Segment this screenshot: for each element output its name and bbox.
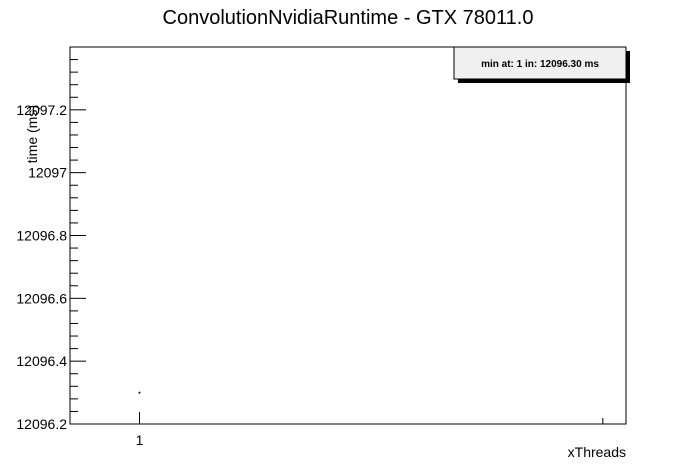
x-axis-ticks	[139, 412, 604, 424]
x-tick-label: 1	[136, 432, 144, 448]
plot-frame	[69, 46, 627, 425]
data-points	[138, 391, 141, 394]
y-axis-labels: 12096.2 12096.4 12096.6 12096.8 12097 12097.2	[16, 102, 67, 432]
chart-title: ConvolutionNvidiaRuntime - GTX 78011.0	[163, 7, 534, 29]
legend-box: min at: 1 in: 12096.30 ms	[453, 46, 630, 83]
x-axis-labels: 1	[136, 432, 144, 448]
y-tick-label: 12096.2	[16, 416, 67, 432]
legend-annotation: min at: 1 in: 12096.30 ms	[481, 59, 599, 70]
x-axis-title: xThreads	[568, 444, 626, 460]
y-axis-ticks	[70, 46, 86, 425]
y-tick-label: 12097	[28, 165, 67, 181]
y-axis-title: time (ms)	[24, 105, 40, 163]
y-tick-label: 12096.6	[16, 290, 67, 306]
y-tick-label: 12097.2	[16, 102, 67, 118]
y-tick-label: 12096.8	[16, 228, 67, 244]
y-tick-label: 12096.4	[16, 353, 67, 369]
data-point	[138, 391, 141, 394]
